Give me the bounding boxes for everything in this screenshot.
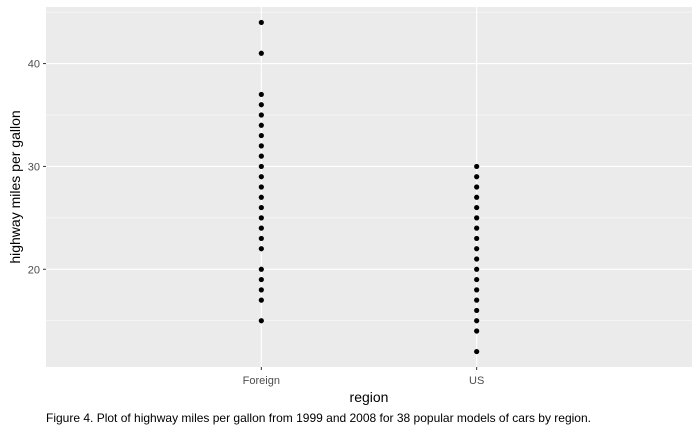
x-tick-label: US (469, 375, 484, 387)
data-point (258, 112, 264, 118)
y-tick-label: 30 (28, 161, 40, 173)
x-axis-title: region (350, 389, 389, 405)
y-tick-label: 40 (28, 59, 40, 71)
data-point (258, 122, 264, 128)
data-point (474, 163, 480, 170)
data-point (258, 225, 264, 231)
data-point (258, 91, 264, 98)
data-point (474, 318, 480, 324)
data-point (258, 19, 264, 26)
data-point (258, 102, 264, 108)
data-point (258, 266, 264, 272)
data-point (474, 225, 480, 231)
data-point (474, 307, 480, 314)
data-point (474, 276, 480, 283)
y-axis-title: highway miles per gallon (7, 110, 23, 263)
data-point (258, 174, 264, 180)
data-point (258, 287, 264, 293)
data-point (258, 163, 264, 170)
data-point (258, 153, 264, 159)
data-point (474, 215, 480, 221)
data-point (258, 132, 264, 139)
data-point (474, 297, 480, 303)
data-point (474, 204, 480, 211)
plot-panel (46, 7, 692, 367)
data-point (258, 184, 264, 190)
data-point (474, 246, 480, 252)
data-point (258, 50, 264, 56)
data-point (258, 215, 264, 221)
data-point (474, 174, 480, 180)
data-point (474, 266, 480, 272)
data-point (474, 235, 480, 242)
figure-caption: Figure 4. Plot of highway miles per gall… (46, 411, 591, 425)
y-tick-label: 20 (28, 264, 40, 276)
data-point (258, 143, 264, 149)
minor-gridlines (46, 11, 692, 321)
data-point (258, 235, 264, 242)
data-point (258, 297, 264, 303)
data-point (258, 276, 264, 283)
data-point (258, 318, 264, 324)
data-point (474, 184, 480, 190)
data-point (258, 194, 264, 200)
data-points (258, 19, 480, 355)
data-point (474, 287, 480, 293)
data-point (474, 328, 480, 334)
y-axis-ticks: 20 30 40 (28, 59, 46, 276)
x-axis-ticks: Foreign US (243, 367, 484, 387)
x-tick-label: Foreign (243, 375, 280, 387)
data-point (258, 204, 264, 211)
data-point (258, 246, 264, 252)
data-point (474, 256, 480, 262)
data-point (474, 194, 480, 200)
data-point (474, 348, 480, 355)
